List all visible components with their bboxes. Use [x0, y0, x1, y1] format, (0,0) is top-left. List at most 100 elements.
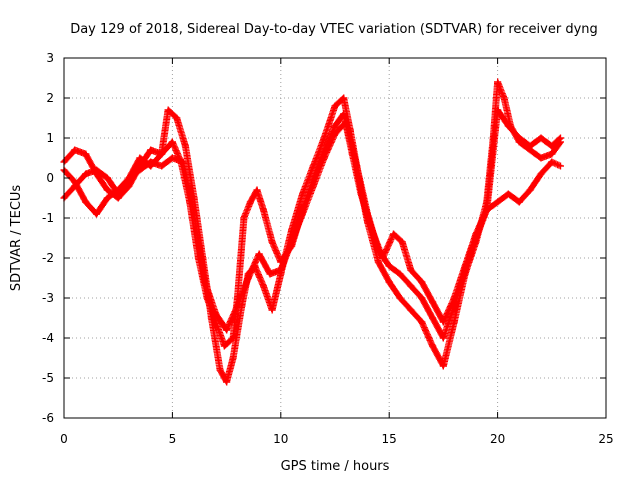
- data-point: [168, 154, 176, 162]
- data-point: [158, 150, 166, 158]
- data-point: [331, 130, 339, 138]
- data-point: [82, 150, 90, 158]
- data-point: [340, 94, 348, 102]
- y-axis-label: SDTVAR / TECUs: [9, 185, 24, 292]
- data-point: [472, 234, 480, 242]
- data-point: [504, 122, 512, 130]
- data-point: [136, 166, 144, 174]
- data-point: [429, 342, 437, 350]
- data-point: [483, 206, 491, 214]
- x-tick-label: 15: [382, 432, 397, 446]
- x-tick-label: 5: [169, 432, 177, 446]
- data-point: [288, 238, 296, 246]
- data-point: [103, 186, 111, 194]
- data-point: [173, 114, 181, 122]
- data-point: [537, 154, 545, 162]
- data-point: [353, 162, 361, 170]
- series-trace-3: [60, 118, 564, 342]
- data-point: [429, 314, 437, 322]
- data-point: [331, 102, 339, 110]
- y-tick-label: -2: [42, 251, 54, 265]
- data-point: [385, 278, 393, 286]
- data-point: [398, 238, 406, 246]
- y-tick-label: -1: [42, 211, 54, 225]
- data-point: [439, 362, 447, 370]
- data-point: [216, 366, 224, 374]
- data-point: [82, 170, 90, 178]
- data-point: [418, 294, 426, 302]
- data-point: [504, 190, 512, 198]
- y-tick-label: 3: [46, 51, 54, 65]
- data-point: [340, 110, 348, 118]
- data-point: [147, 146, 155, 154]
- y-tick-label: -3: [42, 291, 54, 305]
- data-point: [557, 134, 564, 142]
- data-point: [93, 210, 100, 218]
- data-point: [223, 378, 231, 386]
- data-point: [396, 270, 404, 278]
- y-tick-label: -4: [42, 331, 54, 345]
- data-point: [526, 186, 534, 194]
- data-point: [407, 282, 415, 290]
- data-point: [246, 198, 254, 206]
- data-point: [461, 266, 469, 274]
- data-point: [164, 106, 172, 114]
- data-point: [220, 342, 228, 350]
- data-point: [418, 318, 426, 326]
- data-point: [168, 138, 176, 146]
- data-point: [494, 106, 502, 114]
- data-point: [396, 294, 404, 302]
- data-point: [103, 194, 111, 202]
- data-point: [526, 142, 534, 150]
- data-point: [342, 118, 350, 126]
- data-point: [439, 334, 447, 342]
- data-point: [494, 198, 502, 206]
- data-point: [385, 262, 393, 270]
- data-point: [374, 258, 382, 266]
- y-tick-label: -6: [42, 411, 54, 425]
- data-point: [181, 142, 189, 150]
- data-point: [418, 278, 426, 286]
- data-layer: [60, 78, 564, 386]
- data-point: [515, 198, 523, 206]
- data-point: [515, 134, 523, 142]
- data-point: [268, 238, 276, 246]
- data-point: [500, 94, 508, 102]
- data-point: [450, 302, 458, 310]
- data-point: [223, 326, 231, 334]
- data-point: [229, 354, 237, 362]
- y-tick-label: 1: [46, 131, 54, 145]
- x-tick-label: 0: [60, 432, 68, 446]
- data-point: [71, 178, 79, 186]
- data-point: [364, 210, 371, 218]
- data-point: [147, 158, 155, 166]
- data-point: [253, 186, 261, 194]
- y-tick-label: 2: [46, 91, 54, 105]
- data-point: [125, 174, 133, 182]
- data-point: [266, 270, 274, 278]
- data-point: [537, 134, 545, 142]
- data-point: [429, 298, 437, 306]
- data-point: [494, 78, 502, 86]
- data-point: [407, 306, 415, 314]
- x-tick-label: 10: [273, 432, 288, 446]
- x-tick-label: 25: [598, 432, 613, 446]
- data-point: [240, 214, 248, 222]
- data-point: [548, 158, 556, 166]
- data-point: [548, 150, 556, 158]
- data-point: [158, 162, 166, 170]
- data-point: [268, 306, 276, 314]
- data-point: [557, 162, 564, 170]
- data-point: [407, 266, 415, 274]
- data-point: [136, 154, 144, 162]
- chart-title: Day 129 of 2018, Sidereal Day-to-day VTE…: [70, 22, 598, 37]
- data-point: [331, 122, 339, 130]
- data-point: [390, 230, 397, 238]
- tick-layer: 0 5 10 15 20 25 -6 -5 -4 -3 -2 -1 0 1 2 3: [42, 51, 614, 446]
- data-point: [255, 250, 263, 258]
- data-point: [190, 210, 198, 218]
- data-point: [548, 142, 556, 150]
- data-point: [244, 274, 252, 282]
- data-point: [309, 182, 317, 190]
